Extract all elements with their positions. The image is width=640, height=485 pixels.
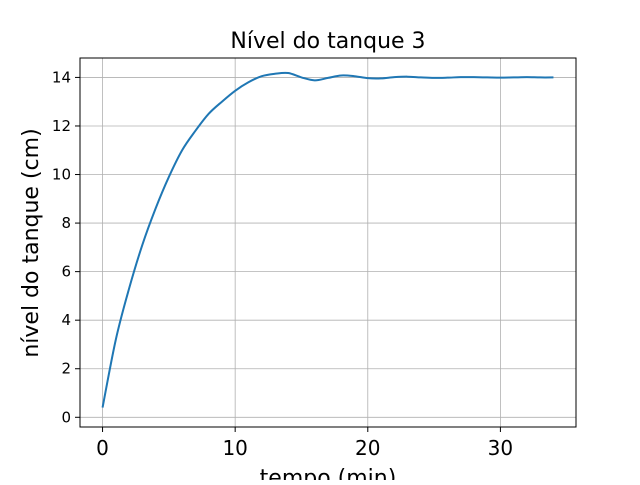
y-tick-label: 2: [61, 360, 71, 378]
x-axis-label: tempo (min): [260, 466, 397, 480]
y-tick-label: 10: [52, 166, 71, 184]
series-group: [101, 71, 554, 408]
y-tick-label: 4: [61, 311, 71, 329]
x-tick-label: 20: [355, 436, 380, 460]
grid: [80, 58, 576, 427]
y-tick-label: 6: [61, 263, 71, 281]
x-tick-label: 0: [96, 436, 109, 460]
tick-group: 0 10 20 30 0 2 4 6 8 10 12 14: [52, 68, 513, 460]
x-tick-label: 10: [222, 436, 247, 460]
plot-frame: [79, 57, 577, 428]
chart-title: Nível do tanque 3: [230, 29, 425, 54]
y-tick-label: 8: [61, 214, 71, 232]
y-axis-label: nível do tanque (cm): [19, 128, 44, 357]
y-tick-label: 0: [61, 408, 71, 426]
series-line: [101, 71, 554, 408]
y-tick-label: 12: [52, 117, 71, 135]
x-tick-label: 30: [488, 436, 513, 460]
y-tick-label: 14: [52, 68, 71, 86]
